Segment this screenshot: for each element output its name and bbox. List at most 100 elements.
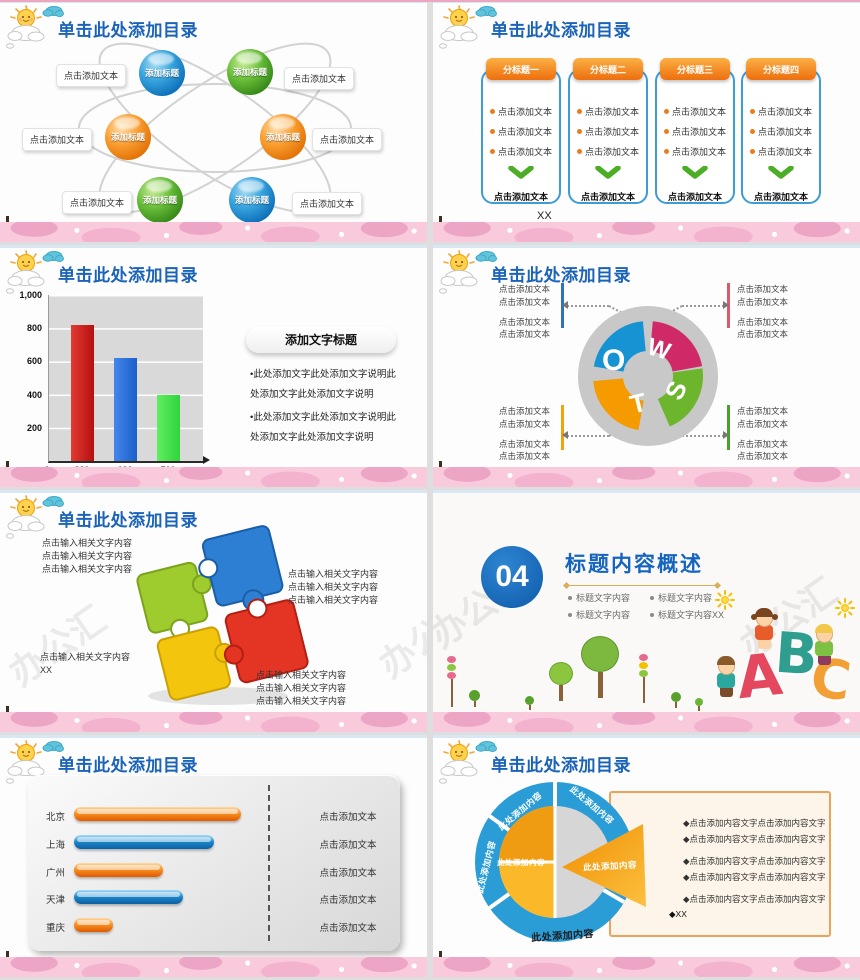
column-item: 点击添加文本 (664, 105, 726, 118)
dotted-connector (567, 305, 609, 307)
sun-cloud-icon (439, 740, 497, 784)
bar-label: 天津 (46, 895, 66, 906)
dashed-divider (268, 785, 270, 941)
content-column[interactable]: 点击添加文本 点击添加文本 点击添加文本 点击添加文本 分标题一 (481, 58, 561, 204)
column-header[interactable]: 分标题三 (660, 58, 730, 80)
sphere-label: 添加标题 (110, 132, 145, 142)
text-block: 点击输入相关文字内容 点击输入相关文字内容 点击输入相关文字内容 (256, 670, 347, 707)
column-header[interactable]: 分标题一 (486, 58, 556, 80)
corner-doodle (6, 461, 9, 470)
content-bullet: ◆点击添加内容文字点击添加内容文字 (683, 834, 826, 844)
slide-thumbnail-1[interactable]: 单击此处添加目录 添加标题 添加标题 添加标题 添加标题 添加标题 添加标题 点… (0, 0, 427, 242)
slide-title: 单击此处添加目录 (58, 21, 198, 40)
decor-pole-graphic (639, 654, 648, 703)
slide-title: 单击此处添加目录 (491, 756, 631, 775)
column-header[interactable]: 分标题二 (573, 58, 643, 80)
slide-title: 单击此处添加目录 (58, 266, 198, 285)
slide-thumbnail-8[interactable]: 单击此处添加目录 ◆点击添加内容文字点击添加内容文字 ◆点击添加内容文字点击添加… (433, 735, 860, 977)
sphere-label: 添加标题 (234, 195, 269, 205)
text-panel-title[interactable]: 添加文字标题 (246, 327, 396, 353)
text-block: 点击输入相关文字内容 点击输入相关文字内容 点击输入相关文字内容 (42, 538, 133, 575)
slide-thumbnail-3[interactable]: 单击此处添加目录 1,000 800 600 400 200 0 820 620… (0, 245, 427, 487)
text-callout[interactable]: 点击添加文本 (22, 128, 93, 151)
hbar-beijing (74, 807, 241, 821)
bullet-item: 标题文字内容 (650, 591, 712, 604)
column-item: 点击添加文本 (490, 105, 552, 118)
bullet-dot-icon (490, 129, 495, 134)
text-callout[interactable]: 点击添加文本 (312, 128, 383, 151)
diamond-icon (713, 581, 722, 590)
column-item: 点击添加文本 (577, 145, 639, 158)
slide-thumbnail-2[interactable]: 单击此处添加目录 点击添加文本 点击添加文本 点击添加文本 点击添加文本 分标题… (433, 0, 860, 242)
topic-sphere[interactable]: 添加标题 (227, 49, 273, 95)
sphere-label: 添加标题 (232, 67, 267, 77)
content-bullet: ◆点击添加内容文字点击添加内容文字 (683, 818, 826, 828)
content-column[interactable]: 点击添加文本 点击添加文本 点击添加文本 点击添加文本 分标题二 (568, 58, 648, 204)
column-item: 点击添加文本 (664, 145, 726, 158)
topic-sphere[interactable]: 添加标题 (137, 177, 183, 223)
section-number: 04 (495, 560, 529, 593)
text-callout[interactable]: 点击添加文本 (62, 191, 133, 214)
text-panel-body: •此处添加文字此处添加文字说明此处添加文字此处添加文字说明 •此处添加文字此处添… (250, 365, 402, 451)
content-column[interactable]: 点击添加文本 点击添加文本 点击添加文本 点击添加文本 分标题三 (655, 58, 735, 204)
pink-border (433, 712, 860, 732)
corner-doodle (6, 216, 9, 225)
column-item: 点击添加文本 (750, 145, 812, 158)
content-bullet: ◆点击添加内容文字点击添加内容文字 (683, 894, 826, 904)
y-axis-tick: 400 (26, 390, 42, 400)
slide-header: 单击此处添加目录 (439, 4, 699, 56)
bullet-dot-icon (650, 596, 654, 600)
bush-graphic (695, 698, 703, 711)
note-text: XX (537, 210, 552, 222)
bullet-dot-icon (577, 129, 582, 134)
text-callout[interactable]: 点击添加文本 (284, 67, 355, 90)
content-column[interactable]: 点击添加文本 点击添加文本 点击添加文本 点击添加文本 分标题四 (741, 58, 821, 204)
bar-label: 广州 (46, 868, 66, 879)
chart-bar-blue (114, 358, 137, 461)
pink-border (433, 222, 860, 242)
text-callout[interactable]: 点击添加文本 (56, 64, 127, 87)
topic-sphere[interactable]: 添加标题 (260, 114, 306, 160)
bullet-dot-icon (750, 129, 755, 134)
arrow-left-icon (562, 301, 568, 309)
text-callout[interactable]: 点击添加文本 (292, 192, 363, 215)
swot-text-block: 点击添加文本 点击添加文本 点击添加文本 点击添加文本 (737, 284, 789, 340)
topic-sphere[interactable]: 添加标题 (139, 50, 185, 96)
circular-content-diagram[interactable] (473, 780, 657, 946)
topic-sphere[interactable]: 添加标题 (229, 177, 275, 223)
bullet-dot-icon (490, 149, 495, 154)
corner-doodle (439, 461, 442, 470)
slide-title: 单击此处添加目录 (58, 511, 198, 530)
column-footer: 点击添加文本 (667, 192, 722, 202)
hbar-chongqing (74, 918, 113, 932)
pink-border (433, 957, 860, 977)
swot-circle-diagram[interactable]: O W S T (578, 306, 718, 446)
chart-plot-area (48, 295, 203, 463)
bar-label: 北京 (46, 812, 66, 823)
sun-cloud-icon (439, 250, 497, 294)
column-header[interactable]: 分标题四 (746, 58, 816, 80)
section-number-badge[interactable]: 04 (481, 546, 543, 608)
slide-thumbnail-5[interactable]: 单击此处添加目录 办公汇 办公汇 (0, 490, 427, 732)
slide-header: 单击此处添加目录 (6, 4, 266, 56)
sun-cloud-icon (439, 5, 497, 49)
pink-border (0, 712, 427, 732)
pink-border (0, 467, 427, 487)
swot-text-block: 点击添加文本 点击添加文本 点击添加文本 点击添加文本 (737, 406, 789, 462)
decor-pole-graphic (447, 656, 456, 707)
swot-letter-t: T (627, 387, 650, 420)
sun-cloud-icon (6, 495, 64, 539)
topic-sphere[interactable]: 添加标题 (105, 114, 151, 160)
bullet-dot-icon (577, 109, 582, 114)
slide-thumbnail-6[interactable]: 办公汇 办公汇 04 标题内容概述 标题文字内容 标题文字内容 标题文字内容 标… (433, 490, 860, 732)
y-axis-tick: 600 (26, 356, 42, 366)
column-box: 点击添加文本 点击添加文本 点击添加文本 点击添加文本 (655, 69, 735, 204)
slide-header: 单击此处添加目录 (6, 739, 266, 791)
sphere-label: 添加标题 (144, 68, 179, 78)
sun-cloud-icon (6, 740, 64, 784)
y-axis-tick: 800 (26, 323, 42, 333)
slide-thumbnail-7[interactable]: 单击此处添加目录 北京 上海 广州 天津 重庆 点击添加文本 点击添加文本 点击… (0, 735, 427, 977)
slide-header: 单击此处添加目录 (6, 494, 266, 546)
slide-thumbnail-4[interactable]: 单击此处添加目录 点击添加文本 点击添加文本 点击添加文本 点击添加文本 点击添加文… (433, 245, 860, 487)
